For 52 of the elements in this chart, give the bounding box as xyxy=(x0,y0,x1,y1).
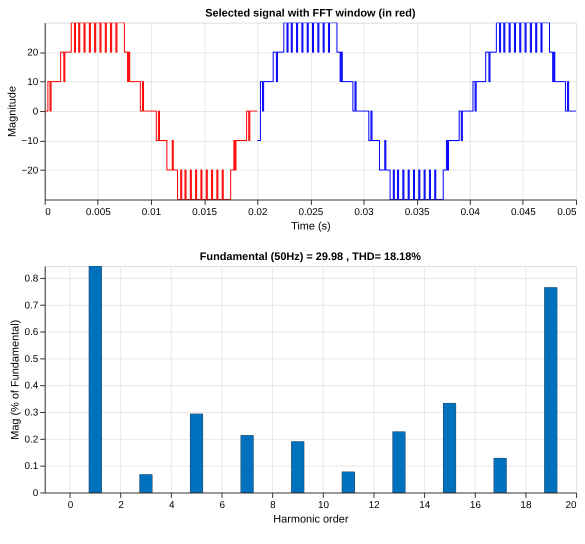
x-tick-label: 10 xyxy=(318,500,330,511)
x-tick-label: 14 xyxy=(419,500,431,511)
x-tick-label: 6 xyxy=(220,500,226,511)
x-tick-label: 0.01 xyxy=(142,206,162,218)
bar xyxy=(291,441,304,492)
y-tick-label: 10 xyxy=(27,77,39,88)
y-tick-label: 0.4 xyxy=(24,380,39,392)
y-tick-label: 0.8 xyxy=(24,274,39,285)
chart-title: Fundamental (50Hz) = 29.98 , THD= 18.18% xyxy=(200,251,422,264)
bar xyxy=(442,402,456,492)
bar xyxy=(88,266,102,492)
x-tick-label: 0.025 xyxy=(298,206,324,218)
y-tick-label: 0.6 xyxy=(24,327,39,338)
x-tick-label: 0.03 xyxy=(354,206,374,218)
y-tick-label: 0 xyxy=(32,106,39,118)
x-tick-label: 18 xyxy=(520,500,532,511)
y-tick-label: 0.3 xyxy=(24,408,39,419)
y-tick-label: 0.7 xyxy=(24,300,39,312)
y-tick-label: 20 xyxy=(27,48,39,59)
x-axis-title: Harmonic order xyxy=(273,514,349,526)
x-tick-label: 12 xyxy=(368,500,380,511)
x-tick-label: 0.005 xyxy=(86,206,112,218)
y-tick-label: 0 xyxy=(32,488,39,499)
bar xyxy=(494,458,507,492)
y-tick-label: −10 xyxy=(21,136,39,147)
x-tick-label: 16 xyxy=(470,500,482,511)
bar xyxy=(240,435,254,492)
x-tick-label: 4 xyxy=(168,500,175,511)
bar xyxy=(342,472,355,492)
bar xyxy=(139,474,152,492)
y-axis-title: Magnitude xyxy=(6,86,18,138)
x-tick-label: 0.015 xyxy=(192,206,218,218)
x-tick-label: 0 xyxy=(68,500,74,511)
x-tick-label: 0 xyxy=(45,206,52,218)
bar xyxy=(392,431,406,492)
x-tick-label: 20 xyxy=(566,500,578,511)
chart-title: Selected signal with FFT window (in red) xyxy=(205,8,416,20)
x-axis-title: Time (s) xyxy=(291,220,331,233)
bar xyxy=(190,414,204,492)
bar xyxy=(544,287,558,492)
x-tick-label: 2 xyxy=(118,500,124,511)
x-tick-label: 0.05 xyxy=(557,206,578,218)
x-tick-label: 0.035 xyxy=(404,206,430,218)
y-tick-label: 0.1 xyxy=(24,461,39,472)
x-tick-label: 0.02 xyxy=(248,206,268,218)
y-tick-label: −20 xyxy=(21,165,39,176)
y-tick-label: 0.2 xyxy=(24,434,39,446)
y-axis-title: Mag (% of Fundamental) xyxy=(9,320,22,440)
x-tick-label: 0.04 xyxy=(460,206,480,218)
y-tick-label: 0.5 xyxy=(24,354,39,365)
x-tick-label: 8 xyxy=(270,500,276,511)
x-tick-label: 0.045 xyxy=(511,206,536,218)
